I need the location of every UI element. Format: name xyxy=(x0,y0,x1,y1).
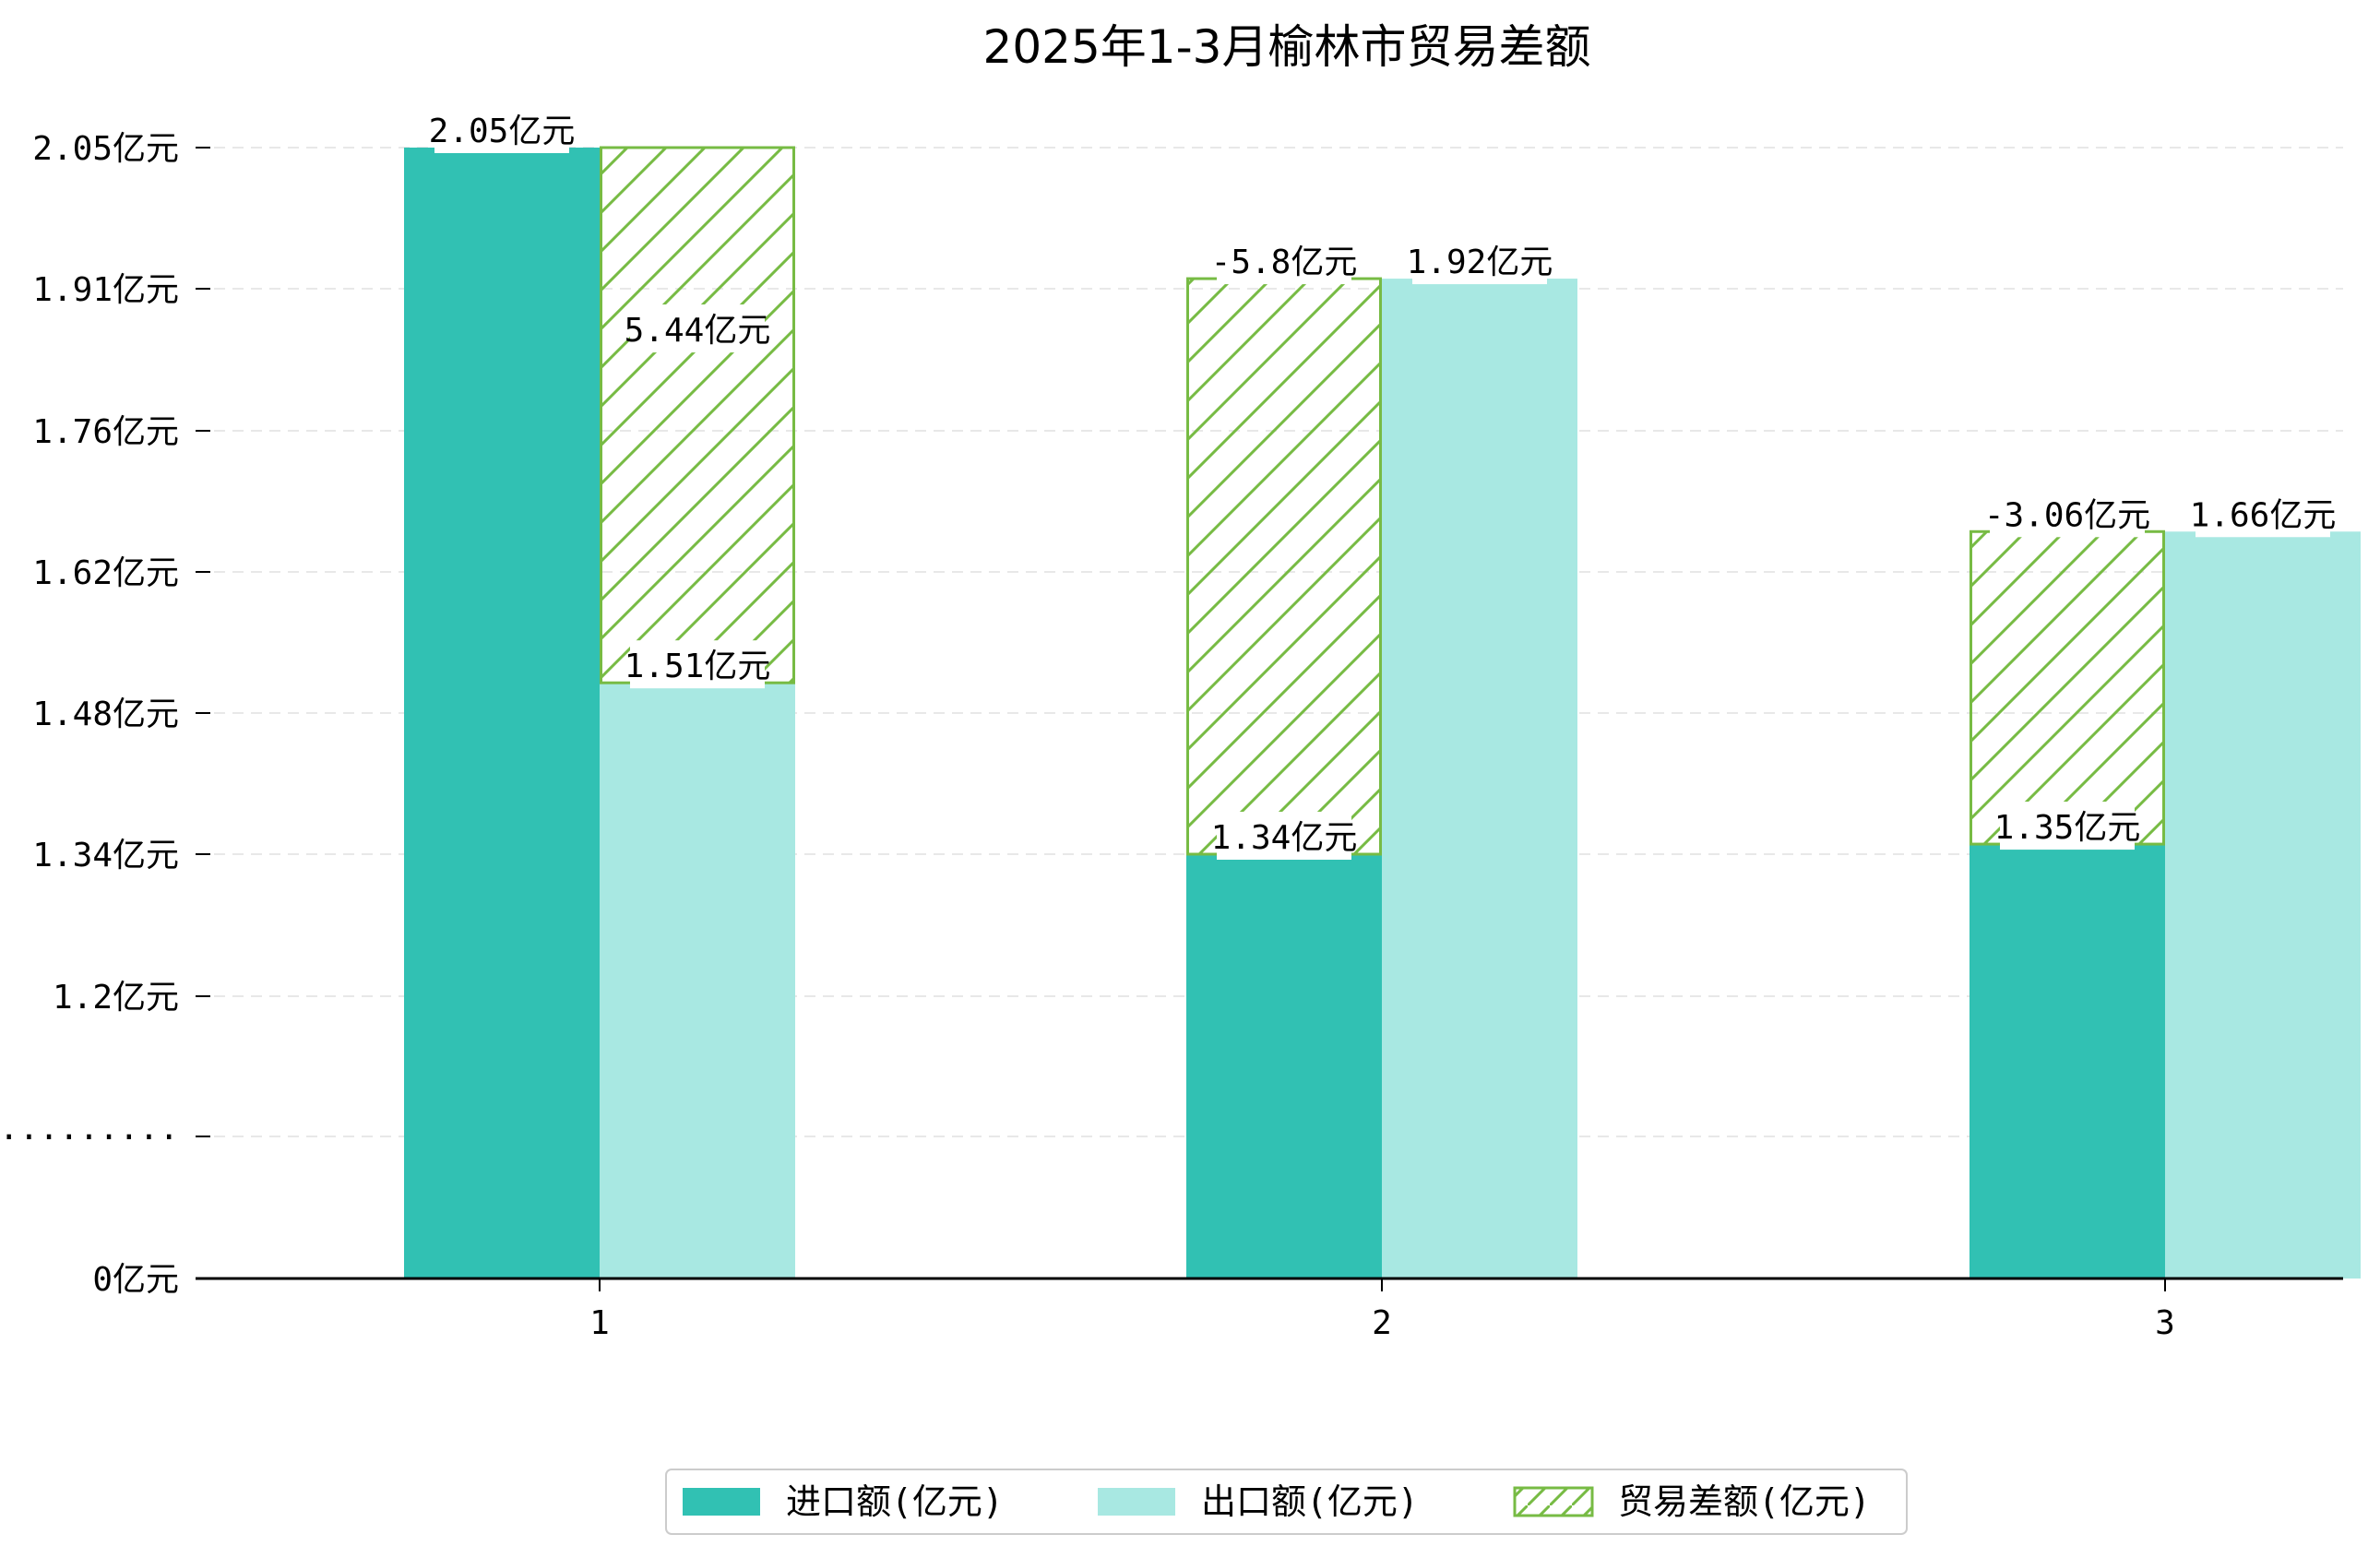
export-bar xyxy=(600,683,795,1279)
export-bar xyxy=(1382,279,1577,1279)
data-label-bg xyxy=(434,105,569,153)
data-label: 1.51亿元 xyxy=(625,648,771,685)
bar-layer xyxy=(404,146,2361,1279)
export-bar xyxy=(2165,531,2361,1279)
import-bar xyxy=(1186,854,1382,1279)
data-label-layer: 2.05亿元 1.51亿元 5.44亿元 1.34亿元 1.92亿元 -5.8亿元 1.35… xyxy=(429,105,2337,860)
y-tick-label: 1.91亿元 xyxy=(32,271,179,309)
legend-swatch-import xyxy=(683,1488,760,1516)
y-tick-label: 1.34亿元 xyxy=(32,837,179,874)
balance-bar xyxy=(1186,277,1382,856)
y-tick-label: 1.76亿元 xyxy=(32,413,179,451)
legend-label: 出口额(亿元) xyxy=(1201,1481,1419,1522)
data-label-bg xyxy=(2000,802,2135,850)
data-label-bg xyxy=(1217,812,1351,860)
data-label: 5.44亿元 xyxy=(625,312,771,350)
legend-swatch-export xyxy=(1098,1488,1175,1516)
legend-label: 贸易差额(亿元) xyxy=(1618,1481,1871,1522)
x-axis: 1 2 3 xyxy=(196,1277,2343,1342)
data-label: -3.06亿元 xyxy=(1984,496,2150,534)
data-label: 1.34亿元 xyxy=(1211,819,1358,857)
balance-bar xyxy=(1969,529,2165,846)
y-tick-label: 1.62亿元 xyxy=(32,554,179,592)
data-label-bg xyxy=(2196,489,2330,538)
y-tick-label: 0亿元 xyxy=(92,1261,179,1299)
y-tick-label: 1.2亿元 xyxy=(53,979,179,1017)
y-tick-label: ········· xyxy=(0,1119,179,1157)
import-bar xyxy=(1969,844,2165,1279)
data-label-bg xyxy=(630,640,765,689)
y-tick-label: 2.05亿元 xyxy=(32,130,179,168)
balance-bar xyxy=(600,146,795,684)
legend-swatch-balance xyxy=(1513,1486,1594,1517)
data-label: 1.66亿元 xyxy=(2190,496,2337,534)
x-tick-label: 1 xyxy=(589,1304,610,1342)
import-bar xyxy=(404,148,600,1279)
data-label-bg xyxy=(1217,236,1351,285)
data-label-bg xyxy=(1412,236,1547,285)
data-label-bg xyxy=(1990,489,2145,538)
y-axis: 0亿元 ········· 1.2亿元 1.34亿元 1.48亿元 1.62亿元 1.76亿… xyxy=(0,130,210,1299)
data-label-bg xyxy=(630,304,765,353)
x-tick-label: 3 xyxy=(2155,1304,2175,1342)
chart-title: 2025年1-3月榆林市贸易差额 xyxy=(983,20,1591,74)
legend-label: 进口额(亿元) xyxy=(786,1481,1004,1522)
data-label: 1.92亿元 xyxy=(1407,244,1553,281)
data-label: 1.35亿元 xyxy=(1994,809,2141,847)
legend-frame xyxy=(665,1469,1908,1535)
data-label: -5.8亿元 xyxy=(1211,244,1358,281)
legend: 进口额(亿元) 出口额(亿元) 贸易差额(亿元) xyxy=(665,1469,1908,1535)
y-tick-label: 1.48亿元 xyxy=(32,696,179,733)
x-tick-label: 2 xyxy=(1372,1304,1392,1342)
data-label: 2.05亿元 xyxy=(429,113,576,150)
